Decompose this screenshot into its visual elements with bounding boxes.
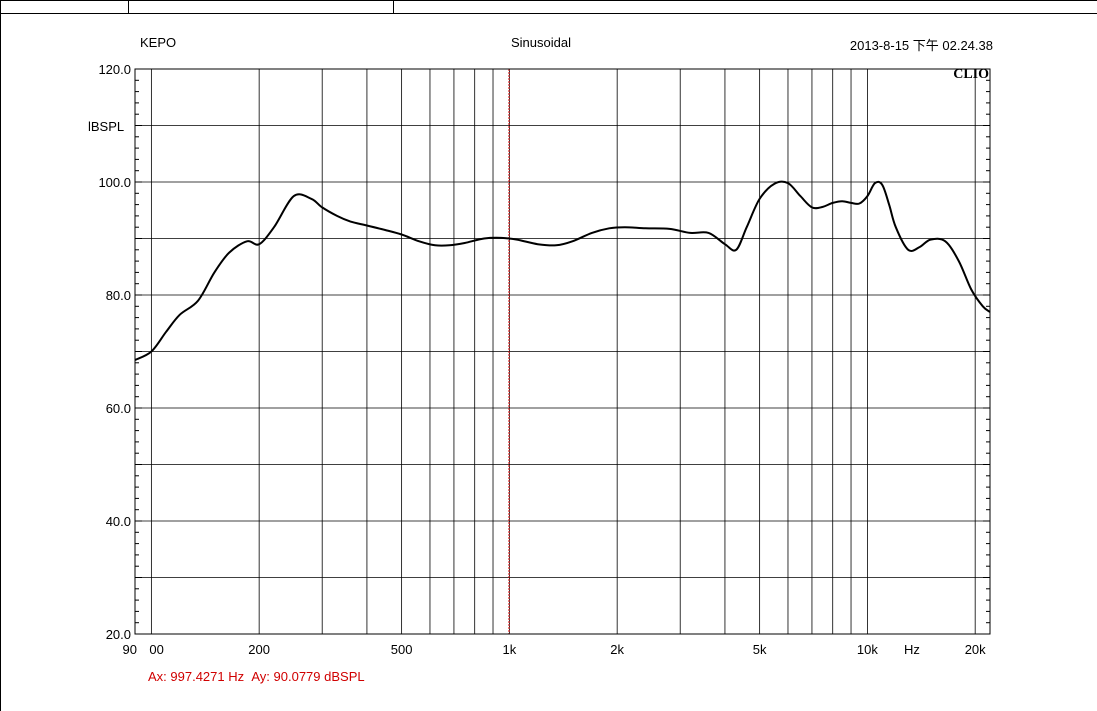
cursor-readout: Ax: 997.4271 Hz Ay: 90.0779 dBSPL: [148, 669, 365, 684]
grid-layer: [135, 69, 990, 634]
x-tick-label: 90: [123, 642, 137, 657]
cursor-x-readout: Ax: 997.4271 Hz: [148, 669, 245, 684]
x-tick-label: 20k: [965, 642, 986, 657]
x-tick-label: 200: [248, 642, 270, 657]
x-tick-label: 2k: [610, 642, 624, 657]
y-tick-label: 120.0: [98, 62, 131, 77]
y-tick-label: 40.0: [106, 514, 131, 529]
x-tick-label: 10k: [857, 642, 878, 657]
frame-header-bottom-border: [0, 13, 1097, 14]
frame-left-border: [0, 0, 1, 711]
y-tick-label: 100.0: [98, 175, 131, 190]
header-timestamp: 2013-8-15 下午 02.24.38: [849, 38, 993, 53]
frame-top-border: [0, 0, 1097, 1]
x-axis-unit-label: Hz: [904, 642, 920, 657]
tick-label-layer: 120.0 100.0 80.0 60.0 40.0 20.090 00 200 500 1k 2k…: [98, 62, 986, 657]
clio-logo: CLIO: [953, 67, 989, 82]
y-axis-label: lBSPL: [88, 119, 124, 134]
header-measurement-type: Sinusoidal: [511, 35, 571, 50]
x-tick-label: 00: [149, 642, 163, 657]
tick-mark-layer: [135, 68, 990, 635]
x-tick-label: 1k: [503, 642, 517, 657]
y-tick-label: 20.0: [106, 627, 131, 642]
frequency-response-curve: [134, 180, 991, 361]
y-tick-label: 60.0: [106, 401, 131, 416]
cursor-y-readout: Ay: 90.0779 dBSPL: [251, 669, 365, 684]
x-tick-label: 500: [391, 642, 413, 657]
y-tick-label: 80.0: [106, 288, 131, 303]
header-company-label: KEPO: [140, 35, 177, 50]
frame-divider-1: [128, 0, 129, 14]
frame-divider-2: [393, 0, 394, 14]
plot-area-border: [134, 68, 991, 635]
x-tick-label: 5k: [753, 642, 767, 657]
